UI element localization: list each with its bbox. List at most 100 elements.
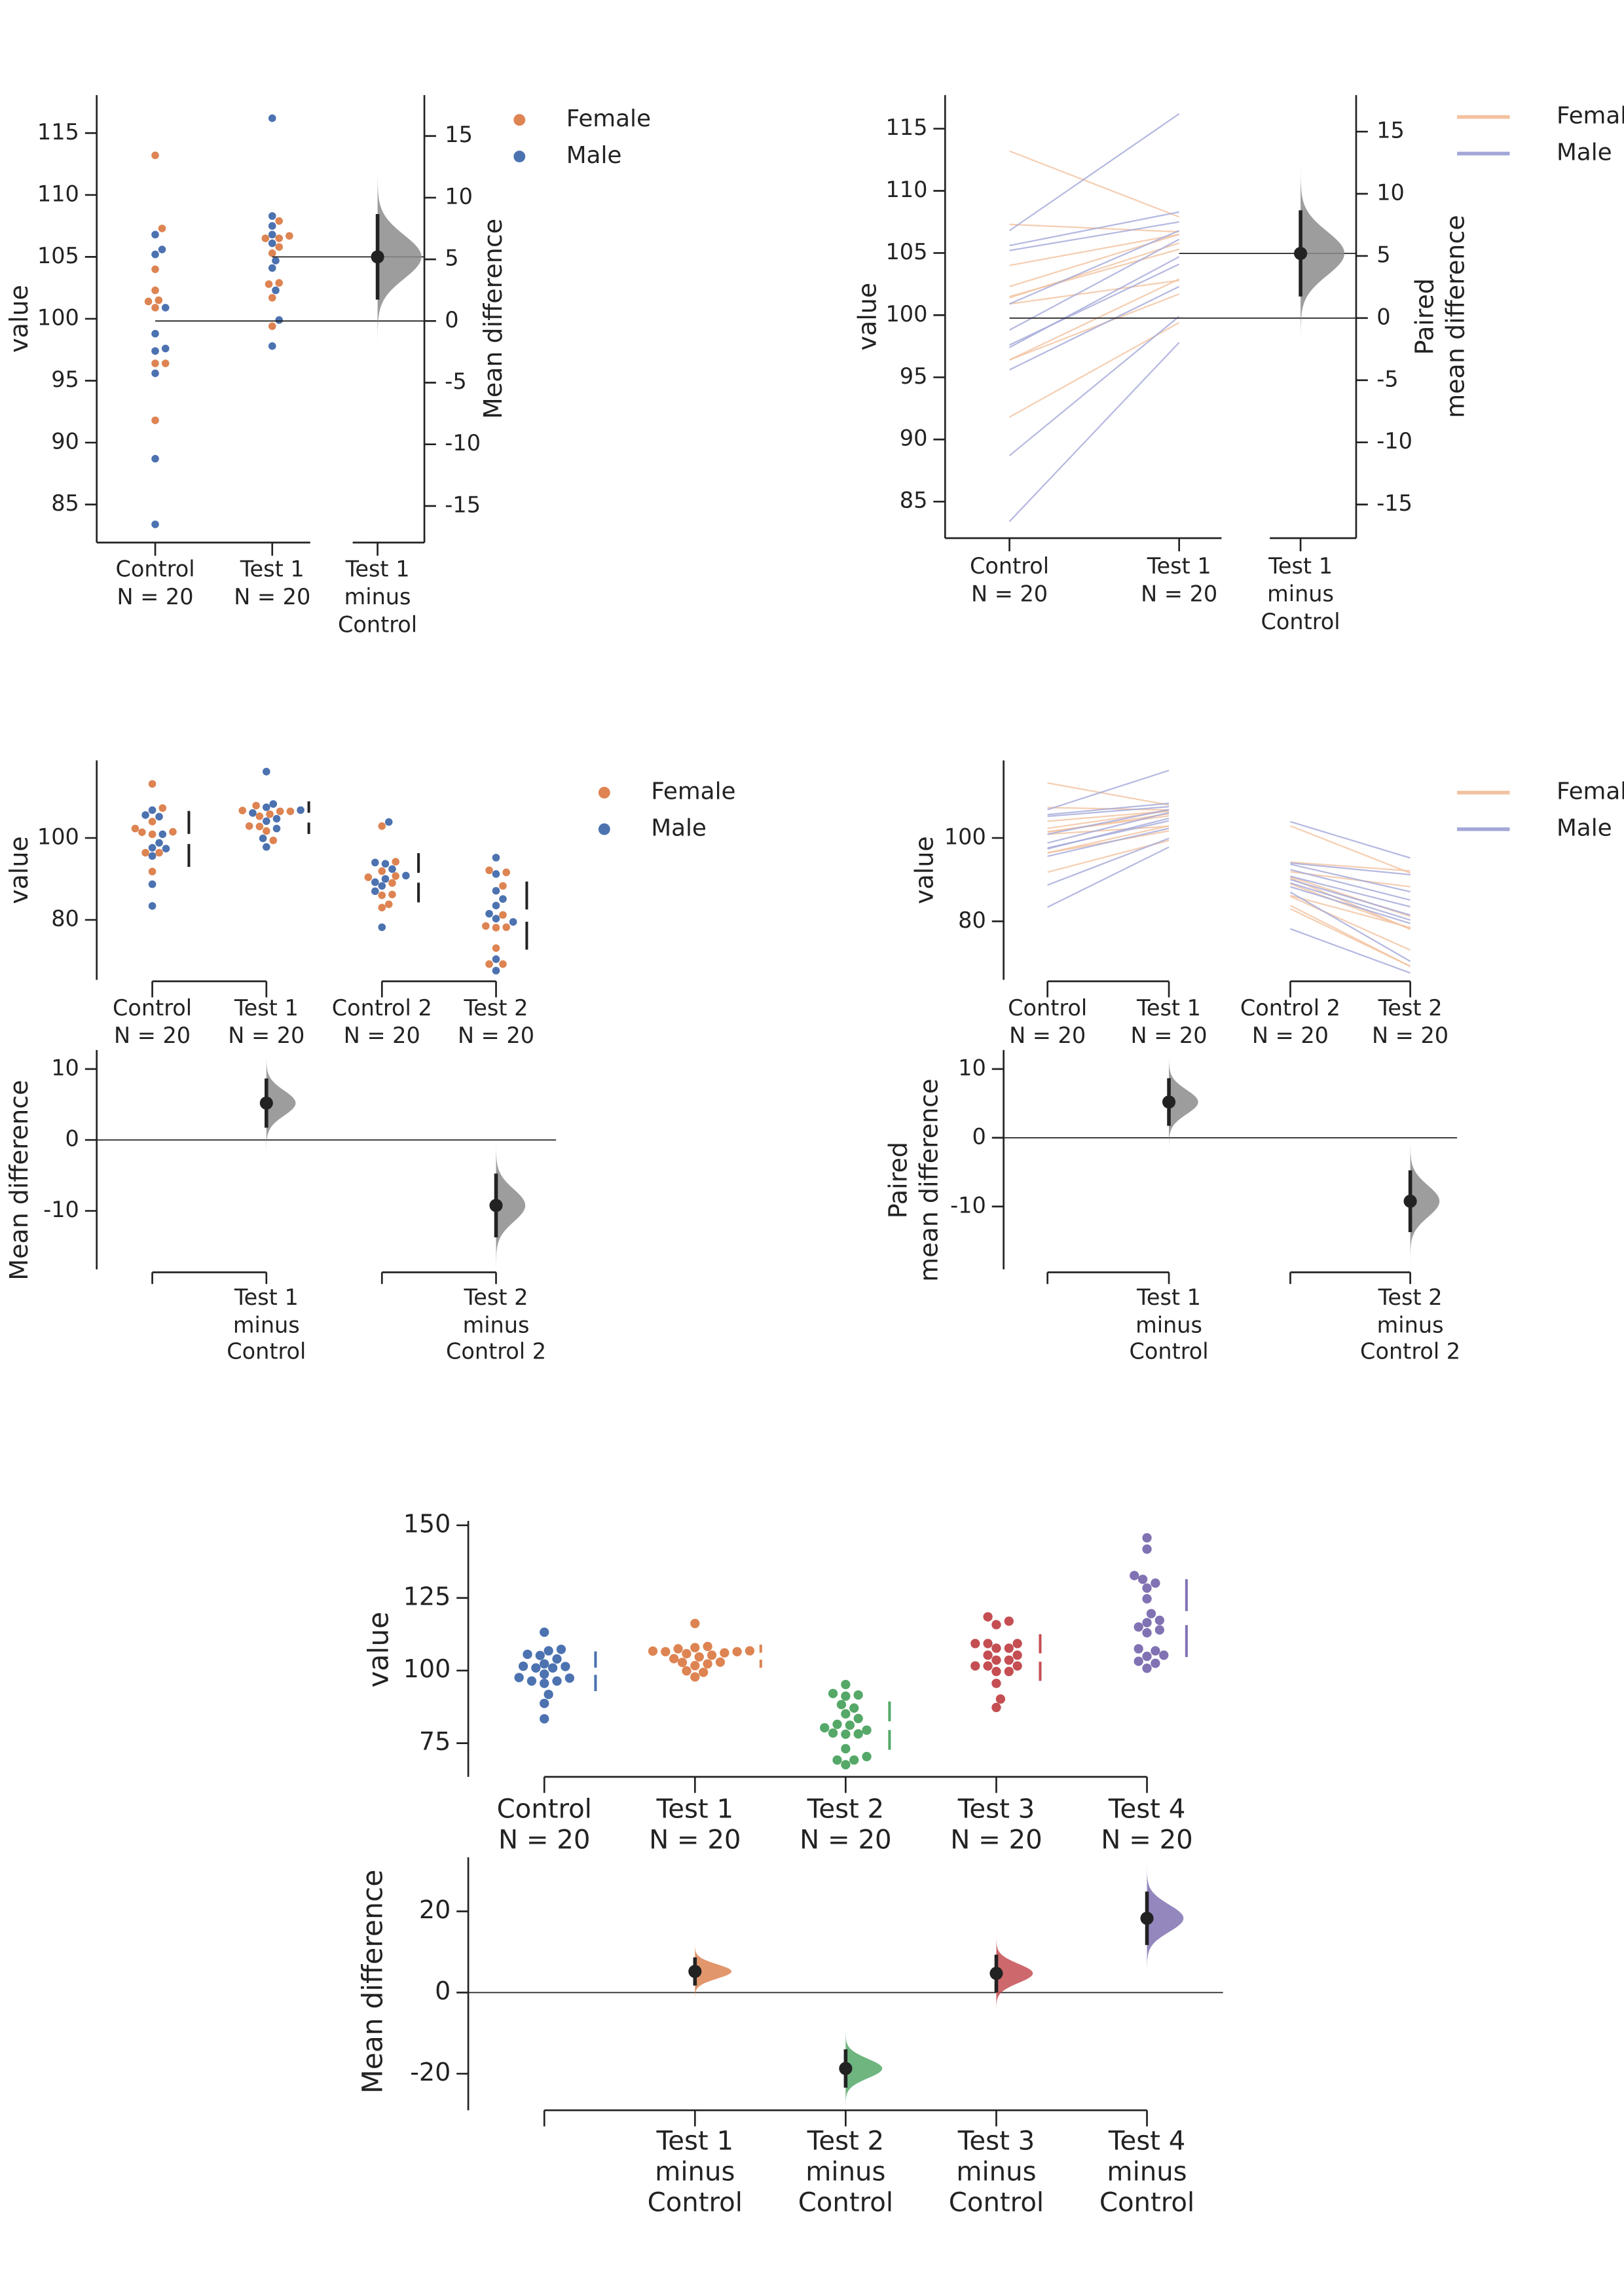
data-point: [853, 1729, 863, 1739]
x-tick-label: Control: [1008, 995, 1087, 1021]
data-point: [1142, 1533, 1152, 1543]
data-point: [263, 767, 270, 776]
data-point: [268, 294, 276, 302]
paired-line: [1009, 278, 1180, 361]
paired-line: [1047, 820, 1170, 849]
data-point: [1151, 1646, 1160, 1656]
data-point: [158, 225, 166, 232]
paired-line: [1009, 248, 1179, 297]
delta-x-tick-label: Control 2: [1360, 1339, 1460, 1364]
x-tick-label: N = 20: [344, 1023, 420, 1048]
data-point: [169, 828, 177, 836]
data-point: [1142, 1628, 1152, 1638]
mean-difference-point: [371, 250, 384, 264]
data-point: [286, 807, 295, 816]
delta-x-tick-label: Control: [1261, 609, 1340, 634]
data-point: [745, 1646, 755, 1656]
data-point: [268, 239, 276, 247]
data-point: [269, 836, 278, 845]
x-tick-label: Control: [497, 1794, 592, 1824]
x-tick-label: Test 1: [1136, 995, 1201, 1021]
legend-label: Female: [1557, 103, 1624, 130]
y-tick-label: 115: [37, 119, 79, 145]
paired-line: [1290, 928, 1411, 974]
data-point: [378, 891, 386, 900]
paired-line: [1047, 815, 1170, 833]
data-point: [492, 854, 500, 862]
data-point: [690, 1661, 700, 1671]
y-tick-label: 80: [51, 906, 79, 932]
data-point: [402, 871, 410, 880]
data-point: [272, 257, 280, 264]
paired-line: [1290, 886, 1411, 924]
delta-axis-label: Paired: [1411, 278, 1439, 355]
data-point: [544, 1689, 553, 1700]
data-point: [245, 822, 253, 830]
data-point: [1142, 1594, 1152, 1604]
data-point: [547, 1663, 558, 1673]
data-point: [252, 801, 260, 810]
paired-line: [1290, 869, 1411, 901]
x-tick-label: N = 20: [1131, 1023, 1208, 1048]
paired-line: [1047, 825, 1170, 854]
data-point: [1142, 1663, 1152, 1673]
data-point: [151, 265, 159, 274]
y-tick-label: 95: [51, 367, 79, 392]
data-point: [364, 873, 373, 881]
data-point: [151, 329, 159, 338]
data-point: [703, 1659, 712, 1669]
data-point: [151, 454, 159, 463]
delta-tick-label: -15: [445, 492, 481, 517]
data-point: [151, 369, 159, 377]
data-point: [564, 1673, 574, 1683]
data-point: [518, 1661, 528, 1671]
data-point: [1159, 1650, 1169, 1660]
x-tick-label: Control 2: [332, 995, 432, 1021]
data-point: [371, 858, 379, 867]
data-point: [378, 903, 386, 912]
legend-label: Female: [1557, 778, 1624, 805]
legend-marker-male: [598, 823, 610, 835]
data-point: [694, 1652, 704, 1662]
legend-marker-female: [598, 786, 610, 799]
bootstrap-distribution: [695, 1942, 732, 2001]
data-point: [707, 1650, 717, 1660]
mean-difference-point: [259, 1096, 273, 1110]
data-point: [268, 222, 276, 230]
data-point: [1154, 1615, 1164, 1626]
x-tick-label: Control: [115, 556, 194, 582]
data-point: [161, 359, 170, 367]
data-point: [544, 1646, 553, 1656]
delta-tick-label: 0: [1376, 304, 1390, 329]
data-point: [1004, 1643, 1014, 1653]
data-point: [970, 1639, 980, 1649]
delta-tick-label: 15: [1376, 118, 1405, 143]
delta-x-tick-label: Test 4: [1108, 2126, 1185, 2156]
x-tick-label: N = 20: [800, 1825, 891, 1855]
y-tick-label: 90: [900, 426, 928, 451]
x-tick-label: N = 20: [117, 584, 194, 610]
x-tick-label: N = 20: [498, 1825, 590, 1855]
bootstrap-distribution: [377, 170, 422, 344]
data-point: [158, 246, 166, 253]
data-point: [540, 1714, 549, 1724]
paired-line: [1009, 256, 1180, 348]
paired-line: [1047, 802, 1170, 816]
data-point: [492, 870, 500, 878]
bootstrap-distribution: [1147, 1863, 1184, 1973]
paired-line: [1289, 891, 1411, 962]
data-point: [151, 286, 159, 295]
delta-tick-label: -10: [1376, 428, 1412, 454]
paired-line: [1290, 863, 1411, 893]
data-point: [995, 1694, 1006, 1704]
data-point: [485, 960, 493, 968]
y-axis-label: value: [853, 283, 882, 351]
legend-label: Male: [566, 142, 622, 169]
data-point: [502, 923, 510, 932]
paired-line: [1047, 837, 1170, 886]
data-point: [983, 1639, 993, 1649]
data-point: [144, 297, 153, 306]
legend-marker-female: [513, 114, 526, 126]
data-point: [155, 812, 163, 821]
